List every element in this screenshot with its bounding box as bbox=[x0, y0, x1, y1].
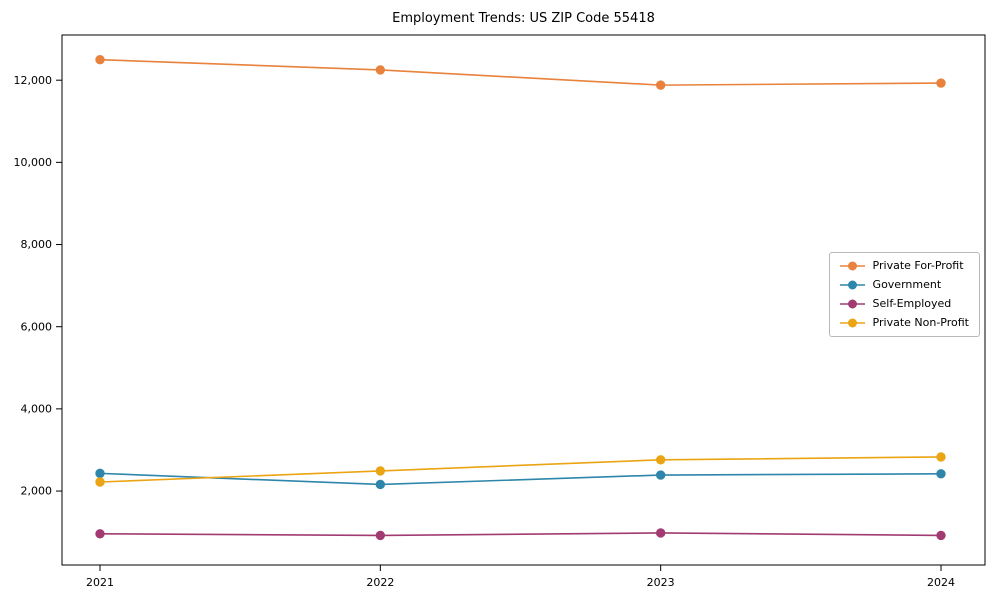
data-point-marker bbox=[95, 529, 105, 539]
data-point-marker bbox=[375, 466, 386, 476]
series-private-for-profit bbox=[95, 54, 946, 90]
series-government bbox=[95, 468, 946, 490]
data-point-marker bbox=[655, 80, 666, 90]
legend-label: Government bbox=[872, 278, 942, 291]
legend-swatch bbox=[839, 280, 865, 290]
y-tick-label: 8,000 bbox=[21, 238, 53, 251]
legend: Private For-Profit Government Self-Emplo… bbox=[828, 252, 980, 337]
x-tick-label: 2021 bbox=[86, 576, 114, 589]
x-tick-label: 2024 bbox=[927, 576, 955, 589]
data-point-marker bbox=[936, 452, 946, 462]
x-tick-label: 2022 bbox=[366, 576, 394, 589]
y-tick-label: 12,000 bbox=[14, 74, 53, 87]
data-point-marker bbox=[655, 528, 666, 538]
data-point-marker bbox=[95, 477, 105, 487]
data-point-marker bbox=[936, 530, 946, 541]
y-tick-label: 10,000 bbox=[14, 156, 53, 169]
data-point-marker bbox=[95, 54, 105, 65]
y-tick-label: 4,000 bbox=[21, 403, 53, 416]
data-point-marker bbox=[936, 469, 946, 479]
data-point-marker bbox=[375, 530, 386, 541]
axes: 2,000 4,000 6,000 8,000 10,000 12,000 2021 2022… bbox=[14, 34, 986, 589]
chart-title: Employment Trends: US ZIP Code 55418 bbox=[392, 11, 655, 26]
series-line bbox=[99, 472, 942, 486]
legend-item: Self-Employed bbox=[839, 298, 969, 310]
y-tick-label: 2,000 bbox=[21, 485, 53, 498]
legend-label: Private Non-Profit bbox=[872, 316, 969, 329]
data-point-marker bbox=[936, 78, 946, 88]
series-line bbox=[99, 532, 942, 537]
legend-label: Self-Employed bbox=[872, 297, 952, 310]
legend-item: Private For-Profit bbox=[839, 260, 969, 272]
series-line bbox=[99, 58, 942, 86]
data-point-marker bbox=[375, 65, 386, 75]
data-point-marker bbox=[375, 479, 386, 490]
y-tick-label: 6,000 bbox=[21, 320, 53, 333]
legend-swatch bbox=[839, 299, 865, 309]
legend-item: Private Non-Profit bbox=[839, 317, 969, 329]
x-tick-label: 2023 bbox=[647, 576, 675, 589]
plot-frame bbox=[61, 34, 986, 566]
series-private-non-profit bbox=[95, 452, 946, 487]
legend-label: Private For-Profit bbox=[872, 259, 964, 272]
series-lines bbox=[95, 54, 946, 541]
legend-swatch bbox=[839, 318, 865, 328]
legend-item: Government bbox=[839, 279, 969, 291]
data-point-marker bbox=[655, 455, 666, 465]
series-self-employed bbox=[95, 528, 946, 541]
series-line bbox=[99, 456, 942, 483]
legend-swatch bbox=[839, 261, 865, 271]
data-point-marker bbox=[95, 468, 105, 479]
data-point-marker bbox=[655, 470, 666, 480]
